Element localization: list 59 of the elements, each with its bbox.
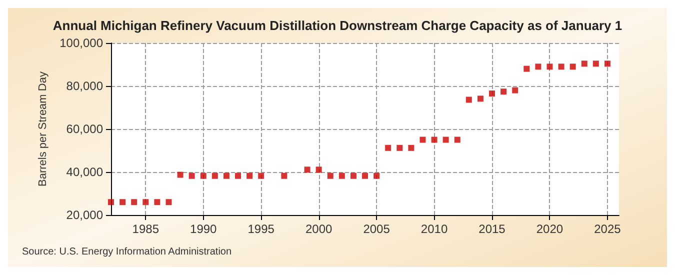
x-tick-label: 2005 — [363, 222, 390, 236]
x-tick-label: 2010 — [420, 222, 448, 236]
point — [108, 199, 114, 206]
point — [431, 136, 438, 143]
point — [154, 199, 160, 206]
point — [477, 96, 484, 102]
point — [246, 172, 253, 179]
point — [131, 199, 138, 206]
point — [385, 144, 392, 151]
point — [535, 64, 542, 70]
y-axis-title: Barrels per Stream Day — [37, 71, 50, 186]
point — [350, 172, 356, 179]
point — [316, 166, 322, 173]
point — [500, 88, 507, 95]
x-tick-label: 2025 — [594, 222, 622, 236]
point — [304, 166, 310, 173]
point — [489, 90, 495, 97]
point — [212, 172, 218, 179]
point — [592, 60, 599, 67]
point — [604, 60, 610, 67]
point — [512, 87, 518, 94]
point — [570, 64, 576, 70]
point — [466, 96, 472, 103]
point — [558, 64, 564, 70]
point — [454, 136, 460, 143]
point — [188, 172, 195, 179]
point — [581, 60, 588, 67]
source-note: Source: U.S. Energy Information Administration — [22, 246, 232, 258]
point — [374, 172, 380, 179]
point — [362, 172, 368, 179]
x-tick-label: 2020 — [536, 222, 564, 236]
x-tick-label: 2015 — [478, 222, 506, 236]
point — [327, 172, 334, 179]
point — [120, 199, 126, 206]
point — [235, 172, 241, 179]
point — [408, 144, 414, 151]
y-tick-label: 80,000 — [66, 79, 104, 93]
point — [223, 172, 230, 179]
point — [258, 172, 264, 179]
point — [442, 136, 449, 143]
point — [420, 136, 426, 143]
point — [524, 66, 530, 72]
y-tick-label: 60,000 — [66, 122, 104, 136]
y-tick-label: 40,000 — [66, 165, 104, 179]
point — [396, 144, 403, 151]
point — [166, 199, 172, 206]
point — [546, 64, 553, 70]
point — [200, 172, 206, 179]
x-tick-label: 1985 — [132, 222, 160, 236]
point — [281, 172, 288, 179]
y-tick-label: 20,000 — [66, 208, 104, 222]
x-tick-label: 1995 — [248, 222, 275, 236]
chart-title: Annual Michigan Refinery Vacuum Distillation Downstream Charge Capacity as of January 1 — [52, 18, 622, 33]
point — [142, 199, 149, 206]
x-tick-label: 1990 — [190, 222, 218, 236]
x-tick-label: 2000 — [305, 222, 332, 236]
y-tick-label: 100,000 — [60, 36, 104, 50]
point — [338, 172, 345, 179]
point — [177, 172, 184, 178]
